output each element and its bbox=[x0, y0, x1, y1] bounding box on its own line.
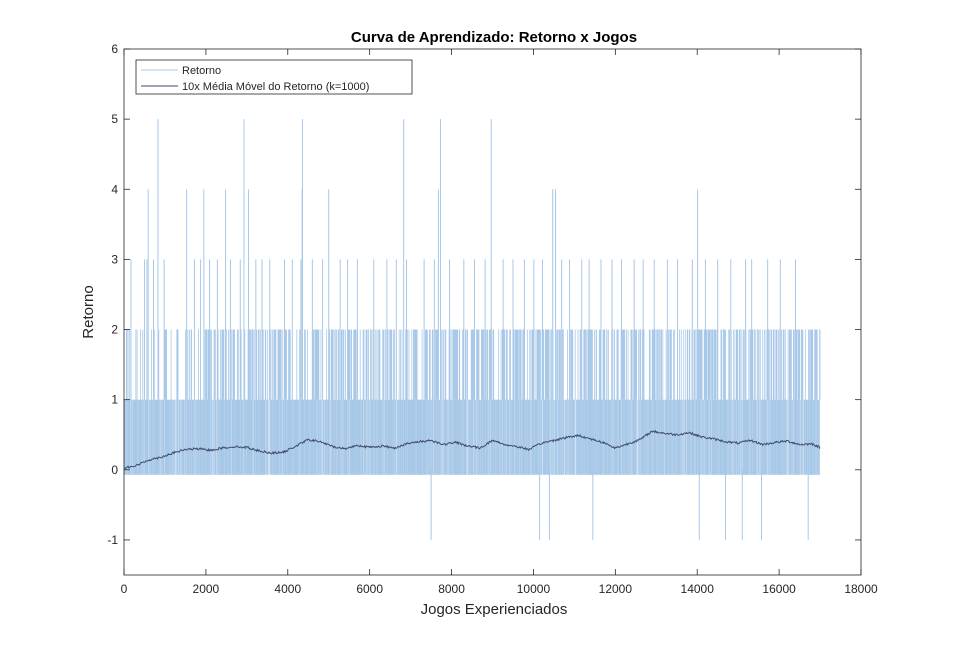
x-tick-label: 14000 bbox=[681, 582, 715, 596]
x-axis: 0 2000 4000 6000 8000 10000 12000 14000 16000 180… bbox=[121, 49, 878, 596]
x-tick-label: 0 bbox=[121, 582, 128, 596]
plot-area bbox=[123, 119, 821, 540]
legend-label-retorno: Retorno bbox=[182, 65, 221, 77]
y-axis: -1 0 1 2 3 4 5 6 bbox=[107, 42, 861, 547]
y-tick-label: 4 bbox=[111, 182, 118, 196]
legend-box bbox=[135, 59, 413, 95]
y-tick-label: 2 bbox=[111, 323, 118, 337]
y-tick-label: 0 bbox=[111, 463, 118, 477]
legend-label-moving-average: 10x Média Móvel do Retorno (k=1000) bbox=[182, 81, 369, 93]
chart-title: Curva de Aprendizado: Retorno x Jogos bbox=[351, 29, 637, 46]
x-axis-label: Jogos Experienciados bbox=[421, 601, 568, 618]
x-tick-label: 8000 bbox=[438, 582, 465, 596]
x-tick-label: 16000 bbox=[762, 582, 796, 596]
moving-average-series bbox=[123, 429, 821, 470]
y-tick-label: 5 bbox=[111, 112, 118, 126]
plot-frame bbox=[123, 48, 862, 576]
retorno-series-band bbox=[123, 399, 820, 475]
x-tick-label: 12000 bbox=[599, 582, 633, 596]
x-tick-label: 10000 bbox=[517, 582, 551, 596]
y-tick-label: 6 bbox=[111, 42, 118, 56]
x-tick-label: 2000 bbox=[193, 582, 220, 596]
y-tick-label: 1 bbox=[111, 393, 118, 407]
y-tick-label: 3 bbox=[111, 252, 118, 266]
x-tick-label: 4000 bbox=[274, 582, 301, 596]
legend: Retorno 10x Média Móvel do Retorno (k=10… bbox=[135, 59, 413, 95]
x-tick-label: 18000 bbox=[844, 582, 878, 596]
y-axis-label: Retorno bbox=[80, 285, 97, 338]
x-tick-label: 6000 bbox=[356, 582, 383, 596]
y-tick-label: -1 bbox=[107, 533, 118, 547]
